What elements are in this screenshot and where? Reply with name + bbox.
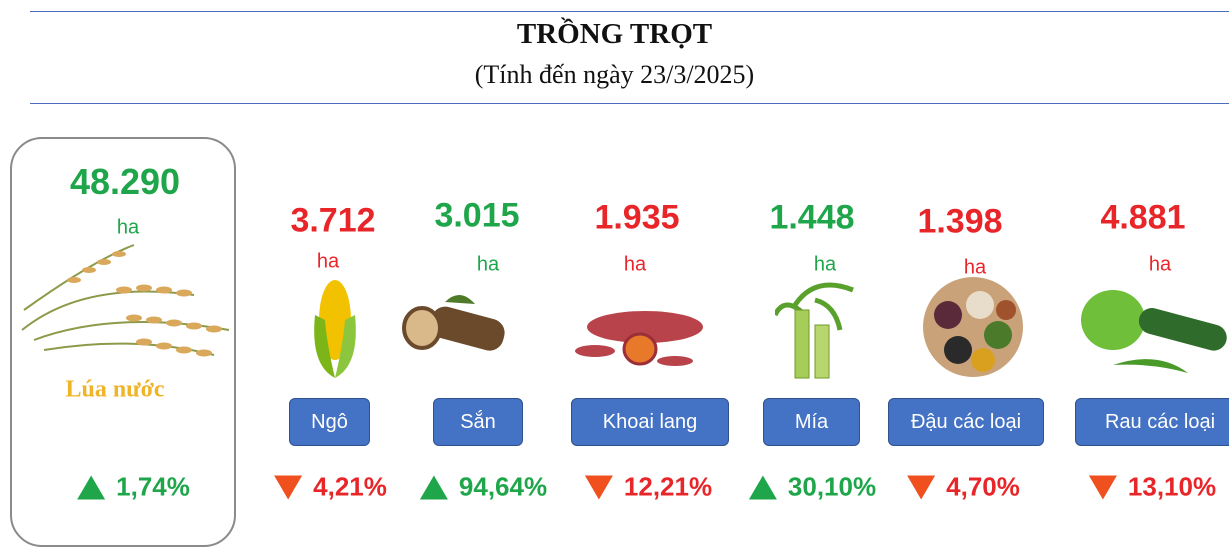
crop-button: Ngô — [289, 398, 370, 446]
unit: ha — [477, 254, 499, 277]
change-text: 1,74% — [116, 472, 190, 503]
crop-button: Sắn — [433, 398, 523, 446]
trend-arrow — [748, 474, 778, 500]
unit: ha — [814, 254, 836, 277]
sugarcane-icon — [775, 275, 855, 380]
corn-icon — [305, 275, 365, 380]
trend-arrow — [419, 474, 449, 500]
title: TRỒNG TRỌT — [0, 18, 1229, 51]
trend-arrow — [584, 474, 614, 500]
change-text: 4,70% — [946, 472, 1020, 503]
sweet-potato-icon — [570, 305, 705, 370]
change-text: 4,21% — [313, 472, 387, 503]
change: 4,21% — [273, 472, 387, 503]
crop-name: Lúa nước — [65, 377, 164, 404]
change: 94,64% — [419, 472, 547, 503]
beans-icon — [918, 275, 1028, 380]
vegetables-icon — [1078, 285, 1229, 380]
unit: ha — [964, 257, 986, 280]
value: 1.398 — [917, 203, 1002, 242]
change: 13,10% — [1088, 472, 1216, 503]
cassava-icon — [400, 292, 510, 362]
change: 12,21% — [584, 472, 712, 503]
trend-arrow — [76, 474, 106, 500]
unit: ha — [624, 254, 646, 277]
unit: ha — [117, 217, 139, 240]
crop-button: Đậu các loại — [888, 398, 1044, 446]
value: 1.448 — [769, 199, 854, 238]
change: 30,10% — [748, 472, 876, 503]
trend-arrow — [906, 474, 936, 500]
value: 3.015 — [434, 197, 519, 236]
crop-button: Rau các loại — [1075, 398, 1229, 446]
change: 1,74% — [76, 472, 190, 503]
unit: ha — [1149, 254, 1171, 277]
infographic: TRỒNG TRỌT (Tính đến ngày 23/3/2025) — [0, 0, 1229, 551]
change-text: 94,64% — [459, 472, 547, 503]
bottom-rule — [30, 103, 1229, 104]
trend-arrow — [273, 474, 303, 500]
change-text: 12,21% — [624, 472, 712, 503]
crop-button: Mía — [763, 398, 860, 446]
trend-arrow — [1088, 474, 1118, 500]
top-rule — [30, 11, 1229, 12]
subtitle: (Tính đến ngày 23/3/2025) — [0, 60, 1229, 90]
change: 4,70% — [906, 472, 1020, 503]
change-text: 13,10% — [1128, 472, 1216, 503]
change-text: 30,10% — [788, 472, 876, 503]
value: 1.935 — [594, 199, 679, 238]
value: 3.712 — [290, 202, 375, 241]
value: 4.881 — [1100, 199, 1185, 238]
rice-icon — [14, 240, 236, 365]
unit: ha — [317, 251, 339, 274]
crop-button: Khoai lang — [571, 398, 729, 446]
value: 48.290 — [70, 161, 180, 203]
